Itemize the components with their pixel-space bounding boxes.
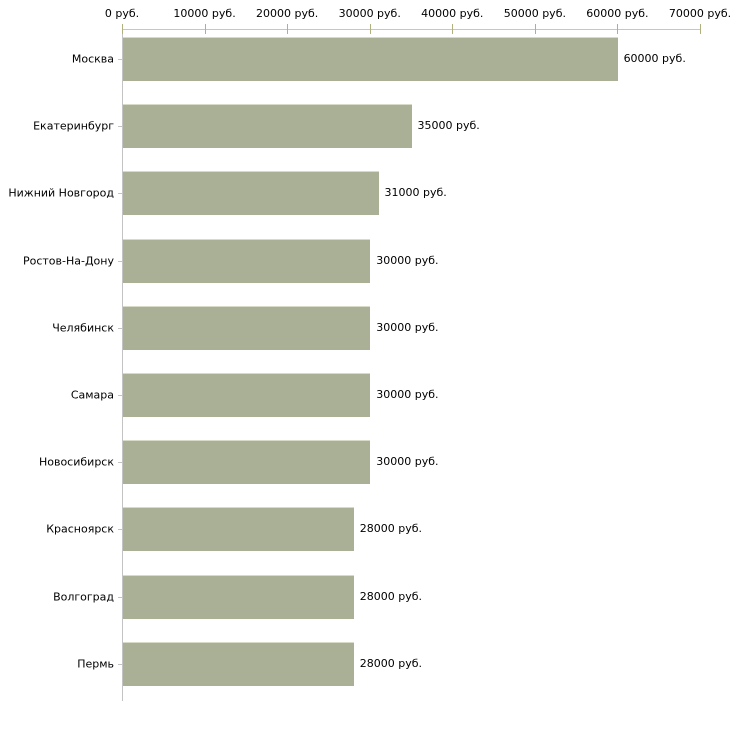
x-axis-tick-label: 50000 руб.	[503, 7, 566, 20]
bar-row: Челябинск 30000 руб.	[52, 299, 700, 366]
bar-row: Москва 60000 руб.	[72, 30, 700, 97]
x-axis-tick-mark	[287, 24, 289, 34]
x-axis-tick-label: 20000 руб.	[256, 7, 319, 20]
bar	[123, 37, 618, 81]
bar-row: Новосибирск 30000 руб.	[39, 433, 700, 500]
bar	[123, 574, 354, 619]
rows: Москва 60000 руб. Екатеринбург 35000 руб…	[8, 30, 700, 702]
x-axis-tick-mark	[452, 24, 454, 34]
category-label: Красноярск	[46, 522, 114, 536]
category-tick-mark	[118, 529, 122, 531]
bar	[123, 238, 371, 283]
value-label: 30000 руб.	[376, 253, 439, 267]
x-axis-tick-label: 0 руб.	[104, 7, 140, 20]
x-axis-tick-label: 70000 руб.	[668, 7, 730, 20]
bar	[123, 507, 354, 552]
category-tick-mark	[118, 126, 122, 128]
x-axis-tick-mark	[204, 24, 206, 34]
bar-row: Пермь 28000 руб.	[77, 635, 700, 702]
bar-row: Волгоград 28000 руб.	[53, 568, 700, 635]
category-label: Волгоград	[53, 590, 114, 603]
bar-row: Красноярск 28000 руб.	[46, 500, 700, 567]
x-axis-tick-label: 30000 руб.	[338, 7, 401, 20]
value-label: 28000 руб.	[359, 656, 423, 670]
bar	[123, 641, 354, 686]
value-label: 60000 руб.	[623, 52, 686, 65]
category-tick-mark	[118, 462, 122, 464]
category-tick-mark	[118, 394, 122, 396]
x-axis-tick-mark	[617, 24, 619, 34]
x-axis-tick-label: 60000 руб.	[586, 7, 649, 20]
value-label: 28000 руб.	[359, 522, 423, 536]
value-label: 30000 руб.	[376, 455, 439, 469]
value-label: 28000 руб.	[359, 589, 423, 603]
category-label: Ростов-На-Дону	[22, 254, 114, 268]
category-label: Самара	[70, 388, 114, 402]
x-axis-tick-mark	[700, 24, 701, 34]
bar-row: Нижний Новгород 31000 руб.	[8, 164, 700, 231]
bar-row: Ростов-На-Дону 30000 руб.	[23, 232, 700, 299]
x-axis-tick-mark	[369, 24, 371, 34]
category-tick-mark	[118, 260, 122, 262]
category-tick-mark	[118, 663, 122, 665]
category-tick-mark	[118, 59, 122, 60]
bar	[123, 171, 379, 216]
category-label: Москва	[71, 52, 114, 66]
category-tick-mark	[118, 596, 122, 598]
x-axis-tick-label: 40000 руб.	[421, 7, 484, 20]
category-label: Нижний Новгород	[8, 186, 114, 200]
value-label: 31000 руб.	[384, 186, 447, 200]
plot-area: 0 руб. 10000 руб. 20000 руб. 30000 руб. …	[8, 7, 730, 702]
bar	[123, 104, 412, 149]
value-label: 30000 руб.	[376, 387, 439, 401]
x-axis-tick-mark	[534, 24, 536, 34]
x-axis-tick-label: 10000 руб.	[173, 7, 236, 20]
bar	[123, 440, 371, 485]
category-tick-mark	[118, 193, 122, 195]
category-tick-mark	[118, 327, 122, 329]
bar-row: Самара 30000 руб.	[71, 366, 700, 433]
bar	[123, 372, 371, 417]
bar-row: Екатеринбург 35000 руб.	[33, 97, 700, 164]
category-label: Новосибирск	[38, 455, 114, 469]
category-label: Челябинск	[52, 321, 114, 335]
value-label: 35000 руб.	[417, 119, 480, 133]
bar	[123, 305, 371, 350]
value-label: 30000 руб.	[376, 320, 439, 334]
category-label: Екатеринбург	[33, 119, 114, 133]
category-label: Пермь	[77, 657, 114, 671]
x-axis-tick-mark	[122, 24, 123, 34]
